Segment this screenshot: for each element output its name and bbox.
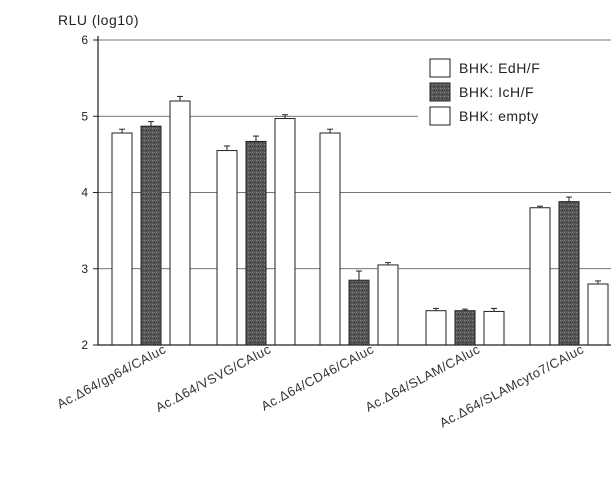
legend-label: BHK: empty <box>459 108 539 124</box>
bar <box>111 132 133 346</box>
bar <box>454 310 476 346</box>
bar <box>245 140 267 346</box>
y-tick-label: 3 <box>81 262 88 276</box>
category-labels: Ac.Δ64/gp64/CAlucAc.Δ64/VSVG/CAlucAc.Δ64… <box>54 341 586 430</box>
bar <box>319 132 341 346</box>
legend-swatch <box>429 82 451 102</box>
bar <box>348 279 370 346</box>
bar <box>558 201 580 346</box>
category-label: Ac.Δ64/CD46/CAluc <box>258 341 376 413</box>
bar <box>140 125 162 346</box>
y-axis-label: RLU (log10) <box>58 12 139 28</box>
bar <box>377 264 399 346</box>
bar <box>216 150 238 346</box>
y-tick-label: 4 <box>81 186 88 200</box>
y-tick-label: 6 <box>81 33 88 47</box>
category-label: Ac.Δ64/gp64/CAluc <box>54 341 168 411</box>
y-axis-ticks: 2 3 4 5 6 <box>81 33 98 352</box>
bar <box>529 207 551 346</box>
bar <box>425 310 447 346</box>
legend-swatch <box>429 58 451 78</box>
bar <box>274 118 296 346</box>
y-tick-label: 2 <box>81 338 88 352</box>
bar <box>587 283 609 346</box>
bars <box>111 95 609 346</box>
bar <box>483 310 505 346</box>
category-label: Ac.Δ64/VSVG/CAluc <box>153 341 273 415</box>
legend-swatch <box>429 106 451 126</box>
bar <box>169 100 191 346</box>
y-tick-label: 5 <box>81 109 88 123</box>
legend-label: BHK: EdH/F <box>459 60 540 76</box>
legend: BHK: EdH/F BHK: IcH/F BHK: empty <box>418 50 611 146</box>
legend-label: BHK: IcH/F <box>459 84 534 100</box>
